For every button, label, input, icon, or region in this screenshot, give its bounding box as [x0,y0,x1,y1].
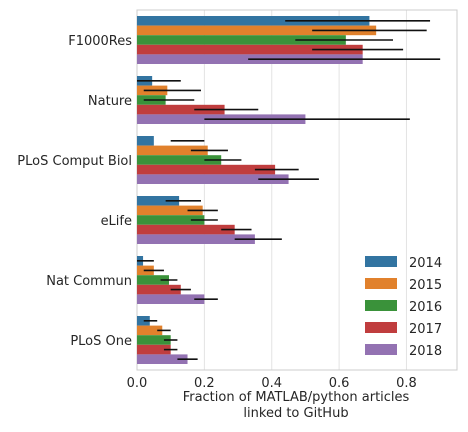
x-axis-label-line-1: Fraction of MATLAB/python articles [183,390,410,405]
legend: 2014 2015 2016 2017 2018 [365,256,442,359]
bar-2018-3 [137,234,255,244]
bar-2015-3 [137,205,203,216]
bar-2014-0 [137,16,370,26]
bar-2017-5 [137,344,171,355]
plot-frame [136,9,458,371]
bar-2014-2 [137,136,154,146]
x-tick-label-2: 0.4 [261,376,282,391]
legend-label-2015: 2015 [409,278,442,293]
error-bars [137,19,441,361]
legend-swatch-2018 [365,344,397,355]
bar-2018-5 [137,354,188,364]
x-tick-label-0: 0.0 [127,376,148,391]
category-label-2: PLoS Comput Biol [17,154,132,169]
grid-lines [136,9,458,371]
category-label-0: F1000Res [68,34,132,49]
legend-swatch-2015 [365,278,397,289]
bar-2018-4 [137,294,205,304]
legend-label-2017: 2017 [409,322,442,337]
category-label-5: PLoS One [70,334,132,349]
legend-label-2016: 2016 [409,300,442,315]
bar-2018-2 [137,174,289,184]
x-tick-label-4: 0.8 [396,376,417,391]
bar-2017-2 [137,164,276,175]
category-label-4: Nat Commun [46,274,132,289]
bar-2017-1 [137,104,225,115]
bar-2015-0 [137,25,377,36]
bar-2015-2 [137,145,208,156]
legend-swatch-2014 [365,256,397,267]
bar-2016-5 [137,335,171,345]
x-tick-labels: 0.0 0.2 0.4 0.6 0.8 [127,376,417,391]
category-label-3: eLife [101,214,132,229]
bar-2017-0 [137,44,363,55]
bar-2016-0 [137,35,346,45]
bar-2017-4 [137,284,181,295]
bars [137,16,377,364]
bar-2015-5 [137,325,163,336]
legend-swatch-2016 [365,300,397,311]
bar-2016-4 [137,275,169,285]
bar-2014-5 [137,316,150,326]
bar-2014-3 [137,196,180,206]
category-labels: F1000Res Nature PLoS Comput Biol eLife Nat C… [17,34,132,349]
category-label-1: Nature [88,94,132,109]
legend-swatch-2017 [365,322,397,333]
bar-2016-3 [137,215,205,225]
bar-2017-3 [137,224,235,235]
legend-label-2014: 2014 [409,256,442,271]
legend-label-2018: 2018 [409,344,442,359]
x-tick-label-1: 0.2 [194,376,215,391]
bar-2016-2 [137,155,222,165]
x-axis-label-line-2: linked to GitHub [243,406,348,421]
x-tick-label-3: 0.6 [329,376,350,391]
